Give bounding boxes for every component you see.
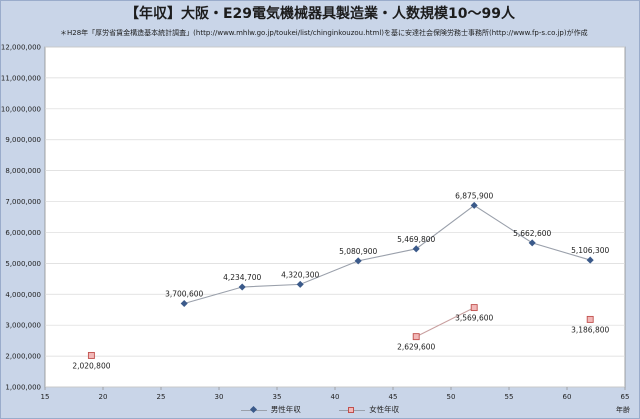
- square-marker-icon: [339, 406, 366, 414]
- data-label-male: 4,234,700: [223, 273, 261, 282]
- y-tick-label: 10,000,000: [1, 105, 41, 113]
- x-tick-label: 20: [99, 393, 108, 401]
- data-point-male: [354, 257, 362, 265]
- data-label-male: 3,700,600: [165, 290, 203, 299]
- diamond-marker-icon: [240, 405, 267, 414]
- data-point-female: [586, 315, 594, 323]
- legend-label-male: 男性年収: [270, 405, 301, 414]
- x-tick-label: 30: [215, 393, 224, 401]
- x-tick-label: 65: [621, 393, 630, 401]
- chart-subtitle: ＊H28年「厚労省賃金構造基本統計調査」(http://www.mhlw.go.…: [60, 29, 588, 37]
- y-tick-label: 9,000,000: [5, 136, 41, 144]
- data-point-male: [586, 256, 594, 264]
- x-tick-label: 60: [563, 393, 572, 401]
- x-tick-label: 35: [273, 393, 282, 401]
- data-label-female: 3,186,800: [571, 325, 609, 334]
- chart-title: 【年収】大阪・E29電気機械器具製造業・人数規模10～99人: [124, 6, 515, 22]
- series-line-male: [184, 204, 591, 305]
- data-point-male: [412, 245, 420, 253]
- data-point-male: [238, 283, 246, 291]
- y-tick-label: 12,000,000: [1, 44, 41, 52]
- y-tick-label: 4,000,000: [5, 291, 41, 299]
- data-label-female: 2,629,600: [397, 343, 435, 352]
- x-tick-label: 45: [389, 393, 398, 401]
- chart-legend: 男性年収 女性年収: [0, 404, 640, 416]
- y-tick-label: 8,000,000: [5, 167, 41, 175]
- plot-area: [44, 46, 626, 388]
- x-tick-label: 15: [41, 393, 50, 401]
- data-point-female: [87, 351, 95, 359]
- data-point-female: [470, 304, 478, 312]
- x-tick-label: 25: [157, 393, 166, 401]
- data-point-male: [470, 201, 478, 209]
- y-tick-label: 6,000,000: [5, 229, 41, 237]
- y-tick-label: 7,000,000: [5, 198, 41, 206]
- data-label-male: 6,875,900: [455, 191, 493, 200]
- x-axis-label: 年齢: [616, 405, 630, 414]
- data-point-male: [180, 299, 188, 308]
- data-label-male: 5,469,800: [397, 235, 435, 244]
- legend-label-female: 女性年収: [369, 405, 400, 414]
- data-label-female: 3,569,600: [455, 314, 493, 323]
- data-label-male: 5,080,900: [339, 247, 377, 256]
- y-tick-label: 5,000,000: [5, 260, 41, 268]
- data-point-male: [528, 239, 536, 247]
- series-line-female: [415, 307, 475, 338]
- data-point-male: [296, 280, 304, 288]
- data-label-male: 5,106,300: [571, 246, 609, 255]
- data-label-male: 4,320,300: [281, 270, 319, 279]
- x-tick-label: 55: [505, 393, 514, 401]
- x-tick-label: 50: [447, 393, 456, 401]
- data-label-female: 2,020,800: [72, 361, 110, 370]
- legend-item-male: 男性年収: [240, 404, 301, 415]
- data-label-male: 5,662,600: [513, 229, 551, 238]
- x-tick-label: 40: [331, 393, 340, 401]
- y-tick-label: 11,000,000: [1, 74, 41, 82]
- y-tick-label: 1,000,000: [5, 384, 41, 392]
- y-tick-label: 3,000,000: [5, 322, 41, 330]
- data-point-female: [412, 333, 420, 341]
- legend-item-female: 女性年収: [339, 404, 399, 415]
- y-tick-label: 2,000,000: [5, 353, 41, 361]
